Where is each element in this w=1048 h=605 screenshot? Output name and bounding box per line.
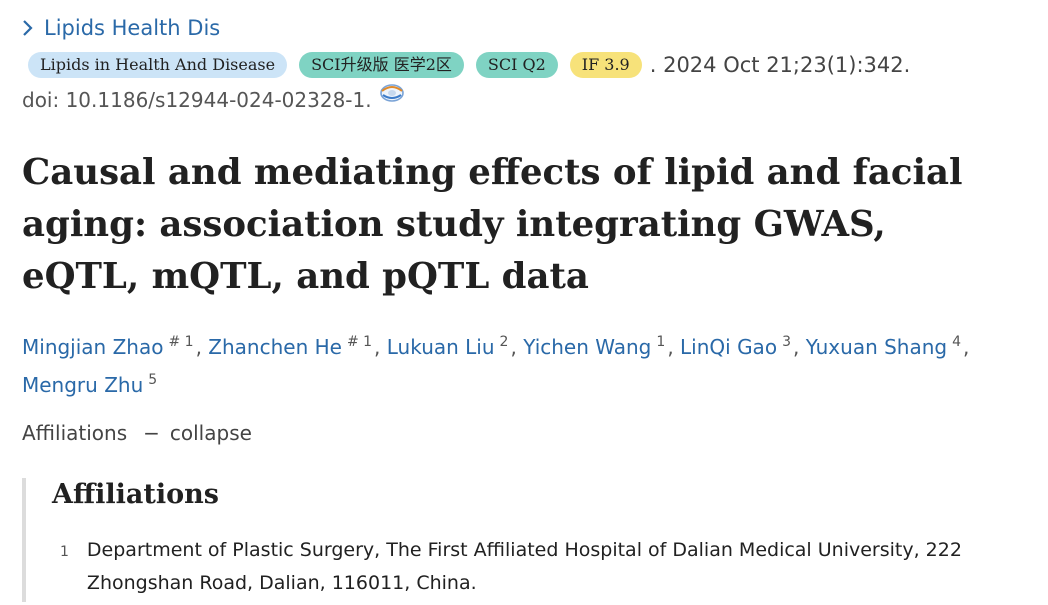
journal-link[interactable]: Lipids Health Dis xyxy=(44,16,221,40)
affiliations-heading: Affiliations xyxy=(52,479,219,510)
author-link[interactable]: LinQi Gao xyxy=(680,335,778,359)
sci-rank-badge[interactable]: SCI升级版 医学2区 xyxy=(299,52,464,78)
doi-row: doi: 10.1186/s12944-024-02328-1. xyxy=(22,84,406,112)
journal-full-badge[interactable]: Lipids in Health And Disease xyxy=(28,52,288,78)
affiliations-toggle[interactable]: Affiliations − collapse xyxy=(22,421,252,445)
impact-factor-badge[interactable]: IF 3.9 xyxy=(569,52,642,78)
author-affiliation-sup[interactable]: 3 xyxy=(782,334,791,350)
article-title: Causal and mediating effects of lipid an… xyxy=(22,152,963,297)
author-affiliation-sup[interactable]: # 1 xyxy=(346,334,373,350)
affiliation-text: Department of Plastic Surgery, The First… xyxy=(86,539,962,594)
journal-badges: Lipids in Health And Disease SCI升级版 医学2区… xyxy=(28,52,910,78)
author-link[interactable]: Lukuan Liu xyxy=(386,335,495,359)
author-link[interactable]: Zhanchen He xyxy=(208,335,342,359)
doi-text[interactable]: doi: 10.1186/s12944-024-02328-1. xyxy=(22,88,372,112)
affiliation-number: 1 xyxy=(60,544,69,560)
citation-date: . 2024 Oct 21;23(1):342. xyxy=(649,53,911,77)
journal-link-row[interactable]: Lipids Health Dis xyxy=(22,16,220,40)
collapse-link[interactable]: collapse xyxy=(169,421,252,445)
affiliations-panel: Affiliations 1 Department of Plastic Sur… xyxy=(22,478,1036,602)
author-link[interactable]: Yichen Wang xyxy=(523,335,652,359)
author-affiliation-sup[interactable]: 5 xyxy=(148,372,158,388)
author-affiliation-sup[interactable]: 2 xyxy=(499,334,509,350)
author-affiliation-sup[interactable]: 1 xyxy=(656,334,666,350)
author-affiliation-sup[interactable]: # 1 xyxy=(168,334,194,350)
collapse-dash-icon: − xyxy=(143,421,160,445)
author-link[interactable]: Mingjian Zhao xyxy=(22,335,164,359)
chevron-right-icon xyxy=(22,16,36,40)
author-link[interactable]: Yuxuan Shang xyxy=(805,335,948,359)
affiliations-toggle-label[interactable]: Affiliations xyxy=(22,421,128,445)
affiliation-item: 1 Department of Plastic Surgery, The Fir… xyxy=(60,534,1020,600)
crossref-icon[interactable] xyxy=(378,81,406,105)
author-link[interactable]: Mengru Zhu xyxy=(22,373,144,397)
author-affiliation-sup[interactable]: 4 xyxy=(952,334,962,350)
author-list: Mingjian Zhao # 1, Zhanchen He # 1, Lukuan… xyxy=(22,334,970,397)
sci-quartile-badge[interactable]: SCI Q2 xyxy=(475,52,558,78)
